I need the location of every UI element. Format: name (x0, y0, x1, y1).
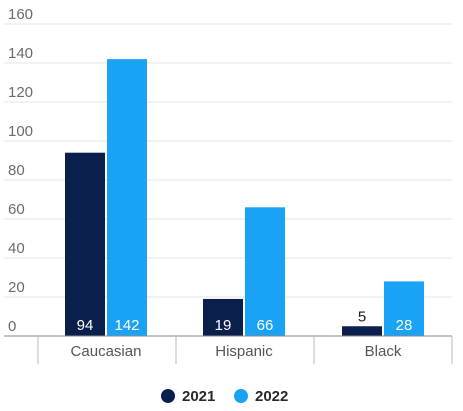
data-labels: 94 142 19 66 5 28 (77, 308, 413, 334)
y-tick-label: 100 (8, 123, 33, 140)
data-label: 94 (77, 317, 94, 334)
bar-2022-black (384, 281, 424, 336)
bar-2021-black (342, 326, 382, 336)
legend-swatch (234, 389, 248, 403)
y-tick-label: 140 (8, 45, 33, 62)
bar-2021-hispanic (203, 298, 243, 336)
y-tick-label: 40 (8, 240, 25, 257)
x-tick-label: Caucasian (71, 343, 142, 360)
y-tick-label: 20 (8, 279, 25, 296)
y-tick-label: 160 (8, 6, 33, 23)
bar-2022-hispanic (245, 207, 285, 336)
bar-2021-caucasian (65, 152, 105, 336)
y-tick-label: 60 (8, 201, 25, 218)
bars (65, 59, 424, 336)
x-tick-label: Black (365, 343, 402, 360)
x-axis: Caucasian Hispanic Black (4, 335, 453, 364)
data-label: 5 (358, 308, 366, 325)
data-label: 142 (114, 317, 139, 334)
legend: 2021 2022 (161, 388, 288, 405)
y-tick-label: 0 (8, 318, 16, 335)
y-tick-label: 120 (8, 84, 33, 101)
x-tick-label: Hispanic (215, 343, 273, 360)
legend-label: 2022 (255, 388, 288, 405)
data-label: 66 (257, 317, 274, 334)
y-axis-ticks: 0 20 40 60 80 100 120 140 160 (8, 6, 33, 335)
legend-label: 2021 (182, 388, 215, 405)
data-label: 19 (215, 317, 232, 334)
bar-2022-caucasian (107, 59, 147, 336)
y-tick-label: 80 (8, 162, 25, 179)
data-label: 28 (396, 317, 413, 334)
legend-swatch (161, 389, 175, 403)
